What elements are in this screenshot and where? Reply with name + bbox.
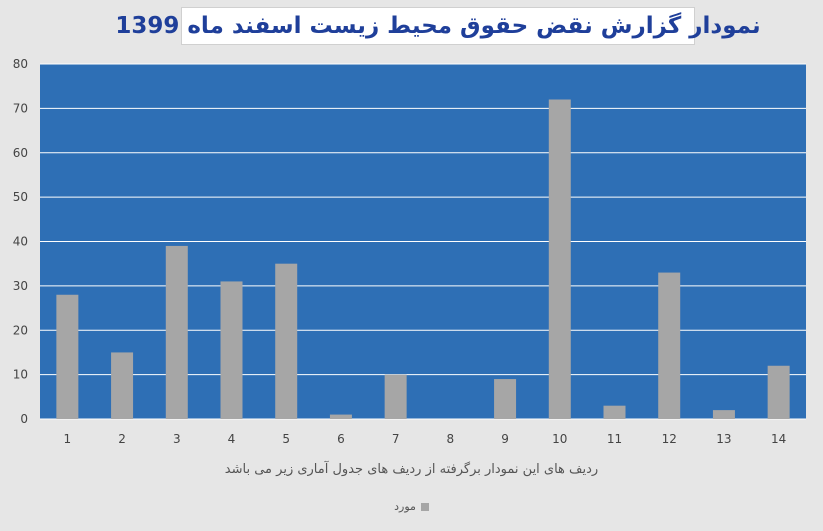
y-tick-label: 80 [13, 57, 28, 71]
chart-title-box: نمودار گزارش نقض حقوق محیط زیست اسفند ما… [115, 7, 761, 45]
x-axis: 1 2 3 4 5 6 7 8 9 10 11 12 13 14 [64, 432, 787, 446]
x-tick-label: 2 [118, 432, 126, 446]
bar [275, 263, 298, 419]
bar [658, 272, 681, 419]
chart-title: نمودار گزارش نقض حقوق محیط زیست اسفند ما… [115, 13, 761, 39]
x-tick-label: 7 [392, 432, 400, 446]
x-tick-label: 3 [173, 432, 181, 446]
y-tick-label: 70 [13, 101, 28, 115]
y-tick-label: 10 [13, 368, 28, 382]
bar [712, 410, 735, 419]
bar [384, 374, 407, 419]
y-tick-label: 40 [13, 235, 28, 249]
bar [220, 281, 243, 419]
bar [111, 352, 134, 419]
y-tick-label: 20 [13, 323, 28, 337]
x-tick-label: 14 [771, 432, 786, 446]
x-tick-label: 1 [64, 432, 72, 446]
legend-swatch [420, 502, 429, 511]
x-tick-label: 8 [447, 432, 455, 446]
bar [494, 379, 517, 419]
x-tick-label: 12 [662, 432, 677, 446]
x-tick-label: 9 [501, 432, 509, 446]
y-tick-label: 0 [20, 412, 28, 426]
y-axis: 0 10 20 30 40 50 60 70 80 [13, 57, 28, 426]
x-tick-label: 6 [337, 432, 345, 446]
x-axis-label: ردیف های این نمودار برگرفته از ردیف های … [224, 462, 599, 477]
bars [56, 99, 790, 419]
bar [603, 405, 626, 419]
x-tick-label: 10 [552, 432, 567, 446]
y-tick-label: 30 [13, 279, 28, 293]
x-tick-label: 13 [716, 432, 731, 446]
bar [329, 414, 352, 419]
bar [767, 365, 790, 419]
y-tick-label: 50 [13, 190, 28, 204]
x-tick-label: 5 [282, 432, 290, 446]
bar [548, 99, 571, 419]
bar [56, 294, 79, 419]
legend-label: مورد [394, 500, 416, 513]
y-tick-label: 60 [13, 146, 28, 160]
x-tick-label: 11 [607, 432, 622, 446]
legend: مورد [0, 500, 823, 513]
bar [165, 245, 188, 419]
x-tick-label: 4 [228, 432, 236, 446]
